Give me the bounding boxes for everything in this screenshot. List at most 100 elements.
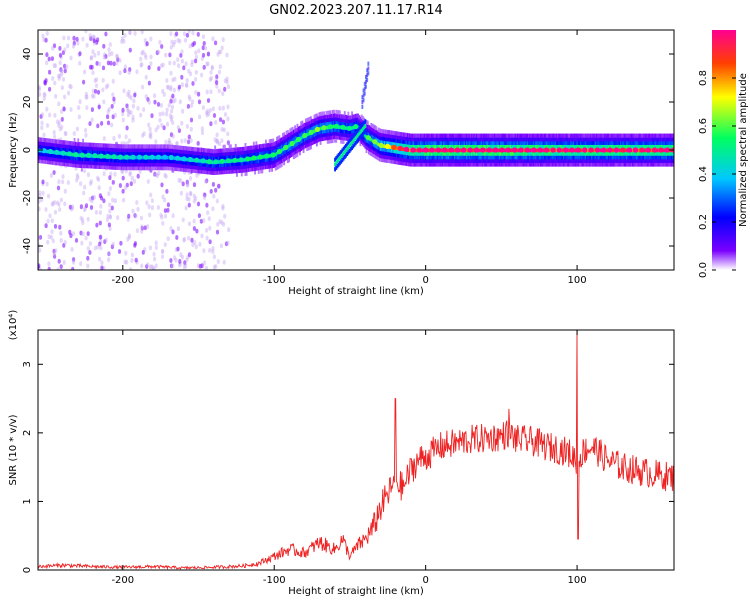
- ridge-cell: [357, 120, 359, 125]
- ridge-cell: [394, 156, 397, 161]
- ridge-cell: [489, 162, 492, 167]
- ridge-cell: [450, 155, 453, 160]
- ridge-cell: [431, 137, 433, 142]
- ridge-cell: [105, 147, 107, 152]
- ridge-cell: [612, 151, 615, 156]
- ridge-cell: [472, 133, 475, 138]
- ridge-cell: [550, 137, 553, 142]
- ridge-cell: [403, 154, 406, 159]
- ridge-cell: [613, 162, 616, 167]
- ridge-cell: [254, 170, 256, 175]
- ridge-cell: [294, 150, 296, 155]
- ridge-cell: [297, 144, 300, 149]
- ridge-cell: [405, 161, 408, 166]
- ridge-cell: [252, 148, 255, 154]
- ridge-cell: [150, 158, 152, 163]
- ridge-cell: [624, 155, 627, 160]
- ridge-cell: [237, 168, 240, 174]
- ridge-cell: [38, 137, 41, 142]
- ridge-cell: [273, 145, 276, 150]
- noise-speckle: [104, 54, 108, 59]
- ridge-cell: [598, 162, 601, 167]
- ridge-cell: [185, 164, 187, 169]
- ridge-cell: [504, 158, 507, 163]
- noise-speckle: [97, 104, 101, 110]
- ridge-cell: [256, 155, 259, 160]
- ridge-cell: [536, 151, 539, 156]
- ridge-cell: [278, 164, 281, 169]
- ridge-cell: [593, 162, 596, 167]
- ridge-cell: [334, 134, 336, 139]
- ridge-cell: [325, 125, 328, 130]
- ridge-cell: [498, 144, 501, 149]
- ridge-cell: [193, 150, 196, 155]
- ridge-cell: [145, 148, 147, 153]
- ridge-cell: [185, 153, 187, 158]
- ridge-cell: [206, 152, 209, 157]
- ridge-cell: [129, 166, 132, 171]
- ridge-cell: [322, 136, 324, 141]
- ridge-cell: [427, 158, 430, 163]
- ridge-cell: [126, 151, 129, 156]
- ridge-cell: [341, 136, 344, 141]
- ridge-cell: [286, 140, 289, 145]
- ridge-cell: [154, 155, 157, 160]
- ridge-cell: [223, 162, 226, 167]
- ridge-cell: [251, 145, 254, 150]
- ridge-cell: [481, 162, 484, 167]
- noise-speckle: [81, 220, 85, 226]
- ridge-cell: [503, 151, 506, 156]
- ridge-cell: [336, 135, 339, 140]
- ridge-cell: [365, 127, 368, 132]
- ridge-cell: [589, 151, 592, 156]
- noise-speckle: [152, 93, 157, 99]
- noise-speckle: [185, 257, 189, 263]
- noise-speckle: [66, 180, 70, 185]
- ridge-cell: [323, 118, 326, 123]
- ridge-cell: [48, 145, 51, 150]
- ridge-cell: [400, 135, 403, 140]
- ridge-cell: [85, 142, 88, 147]
- ridge-cell: [223, 159, 226, 164]
- ridge-cell: [508, 151, 511, 156]
- ridge-cell: [332, 117, 335, 122]
- ridge-cell: [480, 151, 483, 156]
- ridge-cell: [501, 140, 504, 145]
- ridge-cell: [540, 158, 542, 163]
- ridge-cell: [607, 137, 610, 142]
- ridge-cell: [576, 162, 579, 167]
- ridge-cell: [158, 151, 161, 156]
- ridge-cell: [137, 151, 140, 156]
- noise-speckle: [171, 133, 175, 139]
- noise-speckle: [218, 219, 222, 225]
- ridge-cell: [274, 155, 277, 160]
- ridge-cell: [448, 133, 450, 138]
- ridge-cell: [624, 137, 627, 142]
- noise-speckle: [110, 51, 114, 56]
- ridge-cell: [613, 158, 616, 163]
- ridge-cell: [575, 155, 578, 160]
- ridge-cell: [435, 133, 438, 138]
- ridge-cell: [169, 144, 172, 149]
- ridge-cell: [345, 125, 347, 130]
- noise-speckle: [208, 108, 212, 113]
- ridge-cell: [192, 150, 195, 155]
- ridge-cell: [590, 155, 593, 160]
- ridge-cell: [403, 139, 406, 144]
- ridge-cell: [162, 144, 164, 149]
- ridge-cell: [600, 158, 603, 163]
- ridge-cell: [295, 146, 298, 151]
- ridge-cell: [506, 140, 508, 145]
- ridge-cell: [238, 154, 241, 159]
- ridge-cell: [280, 137, 283, 142]
- ridge-cell: [628, 155, 631, 160]
- ridge-cell: [569, 144, 571, 149]
- ridge-cell: [411, 151, 414, 156]
- ridge-cell: [506, 151, 508, 156]
- noise-speckle: [106, 83, 110, 89]
- ridge-cell: [332, 131, 335, 136]
- ridge-cell: [406, 161, 409, 167]
- ridge-cell: [592, 137, 594, 142]
- ridge-cell: [282, 151, 284, 156]
- ridge-cell: [294, 125, 296, 130]
